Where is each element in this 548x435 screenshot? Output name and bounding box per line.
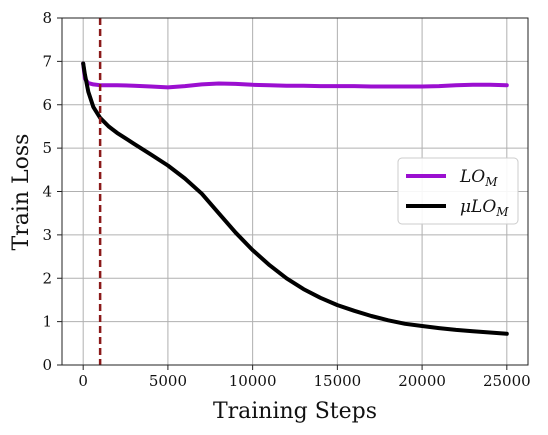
y-tick-label: 4 — [42, 183, 52, 201]
x-tick-label: 0 — [78, 372, 88, 390]
series-line-mulom — [81, 61, 509, 336]
plot-frame — [61, 17, 529, 366]
y-tick-label: 8 — [42, 9, 52, 27]
series-layer — [81, 61, 509, 336]
y-tick-label: 1 — [42, 313, 52, 331]
x-tick-label: 15000 — [314, 372, 362, 390]
y-tick-label: 7 — [42, 52, 52, 70]
y-tick-label: 6 — [42, 96, 52, 114]
y-tick-label: 2 — [42, 269, 52, 287]
y-tick-label: 3 — [42, 226, 52, 244]
series-line-lom — [81, 61, 509, 90]
y-tick-label: 5 — [42, 139, 52, 157]
x-tick-label: 20000 — [398, 372, 446, 390]
x-tick-label: 10000 — [229, 372, 277, 390]
y-tick-label: 0 — [42, 356, 52, 374]
x-tick-label: 25000 — [483, 372, 531, 390]
axes — [57, 17, 529, 370]
y-axis-title: Train Loss — [9, 134, 34, 251]
x-tick-label: 5000 — [149, 372, 187, 390]
tick-labels: 0 5000 10000 15000 20000 25000 0 1 2 3 4 5 6 7 8 — [42, 9, 530, 390]
legend: LOM μLOM — [397, 157, 519, 225]
legend-label-lom: LOM — [459, 167, 498, 189]
x-axis-title: Training Steps — [213, 399, 377, 424]
legend-label-mulom: μLOM — [460, 197, 509, 219]
